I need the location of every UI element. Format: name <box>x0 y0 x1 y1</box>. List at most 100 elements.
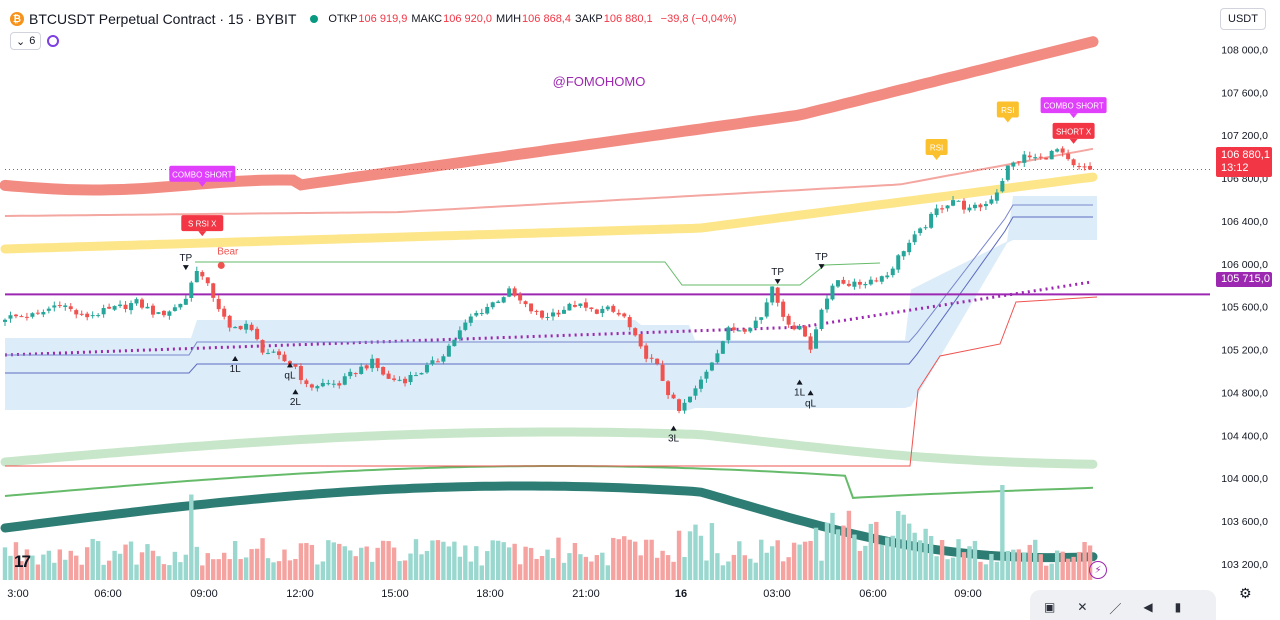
volume-bar <box>348 550 353 580</box>
volume-bar <box>693 524 698 580</box>
volume-bar <box>512 543 517 580</box>
candle <box>819 308 824 331</box>
short-x-tag: SHORT X <box>1052 122 1095 144</box>
tag-text: SHORT X <box>1056 127 1092 136</box>
dock-tool-icon[interactable]: ✕ <box>1077 600 1088 614</box>
candle <box>567 302 572 311</box>
candle <box>123 301 128 313</box>
dock-tool-icon[interactable]: ▮ <box>1174 600 1182 614</box>
candle <box>972 202 977 211</box>
candle-body <box>572 304 577 307</box>
candle <box>1049 149 1054 160</box>
volume-bar <box>298 543 304 580</box>
dock-tool-icon[interactable]: ◀ <box>1143 600 1153 614</box>
candle <box>523 300 528 308</box>
candle-body <box>578 303 583 306</box>
volume-bar <box>326 540 331 580</box>
volume-bar <box>232 541 238 580</box>
candle <box>452 339 457 347</box>
candle-body <box>742 329 747 332</box>
tradingview-logo-icon[interactable]: 17 <box>14 552 31 571</box>
volume-bar <box>386 541 391 580</box>
candle-body <box>929 213 934 228</box>
candle <box>244 320 249 334</box>
candle <box>233 326 238 329</box>
candle-body <box>205 277 210 284</box>
candle-body <box>1082 166 1087 168</box>
candle <box>698 376 703 393</box>
candle-body <box>13 314 18 317</box>
candle <box>337 380 342 389</box>
candle <box>222 305 227 320</box>
volume-bar <box>813 527 819 580</box>
candle-body <box>518 294 523 301</box>
candle-body <box>1071 159 1076 166</box>
candle <box>830 283 835 301</box>
volume-bar <box>85 547 90 580</box>
volume-bar <box>145 544 150 580</box>
candle-body <box>523 301 528 305</box>
candle <box>896 253 901 273</box>
tag-box <box>1040 97 1107 114</box>
tag-text: S RSI X <box>188 220 217 229</box>
volume-bar <box>430 540 435 580</box>
volume-bar <box>928 535 934 580</box>
volume-bar <box>112 550 117 580</box>
candle-body <box>622 313 627 317</box>
candle <box>556 309 561 318</box>
volume-bar <box>534 558 539 580</box>
dock-tool-icon[interactable]: ／ <box>1109 602 1122 616</box>
volume-bar <box>74 555 79 580</box>
candle <box>781 299 786 322</box>
candle <box>474 310 479 318</box>
candle-body <box>825 298 829 310</box>
symbol-title[interactable]: BTCUSDT Perpetual Contract · 15 · BYBIT <box>29 11 297 27</box>
candle-body <box>150 305 155 315</box>
candle-body <box>611 305 616 312</box>
open-value: 106 919,9 <box>358 13 408 25</box>
volume-bar <box>8 555 13 580</box>
up-arrow-icon <box>796 379 803 385</box>
candle <box>874 277 879 283</box>
tag-text: RSI <box>930 143 943 152</box>
symbol-header: ₿ BTCUSDT Perpetual Contract · 15 · BYBI… <box>10 9 737 29</box>
volume-bar <box>1027 544 1032 580</box>
candle <box>183 294 188 306</box>
candle-body <box>112 306 117 310</box>
volume-bar <box>978 561 983 580</box>
sync-icon[interactable] <box>47 35 60 47</box>
lightning-icon[interactable]: ⚡ <box>1089 561 1107 579</box>
candle-body <box>956 200 961 202</box>
candle <box>720 340 725 354</box>
candle <box>644 343 649 363</box>
volume-bar <box>35 564 41 580</box>
volume-bar <box>79 564 84 580</box>
gear-icon[interactable]: ⚙ <box>1239 585 1252 601</box>
volume-bar <box>665 555 671 580</box>
candle-body <box>178 303 183 308</box>
candle-body <box>282 354 287 362</box>
candle <box>30 312 35 319</box>
candle-body <box>1027 155 1032 158</box>
candle-body <box>1055 149 1060 152</box>
volume-bar <box>57 549 62 580</box>
tag-box <box>181 215 224 232</box>
indicators-toggle-button[interactable]: ⌄ 6 <box>10 32 42 50</box>
candle <box>277 348 281 360</box>
candle-body <box>918 228 923 234</box>
candle-body <box>107 306 112 309</box>
candle <box>57 301 62 308</box>
volume-bar <box>737 541 742 580</box>
candle <box>485 303 490 315</box>
currency-select[interactable]: USDT <box>1220 8 1266 30</box>
ichimoku-cloud <box>5 196 1097 410</box>
candle <box>529 303 534 314</box>
volume-bar <box>1087 545 1093 580</box>
dock-tool-icon[interactable]: ▣ <box>1044 600 1056 614</box>
candle <box>923 224 928 230</box>
volume-bar <box>863 545 868 580</box>
candle-body <box>556 312 561 315</box>
candle <box>331 380 336 388</box>
volume-bar <box>457 556 463 580</box>
